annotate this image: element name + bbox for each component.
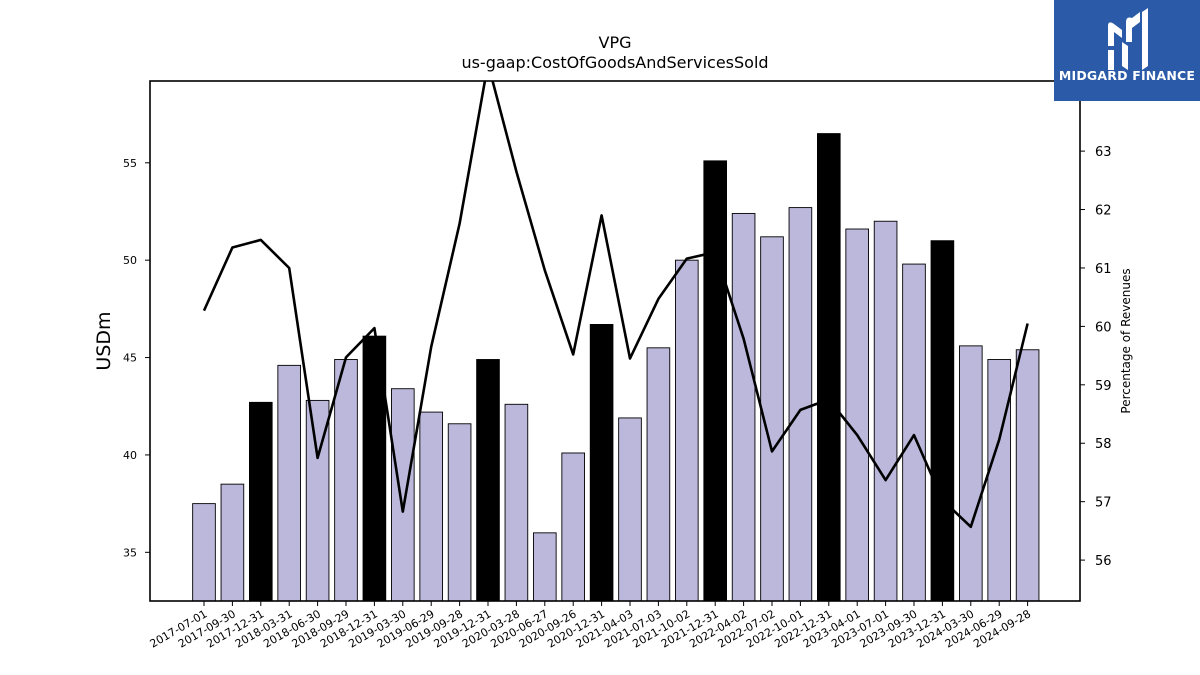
bar-2017-12-31: [248, 401, 273, 602]
bar-2022-12-31: [817, 133, 841, 602]
y-tick-label-50: 50: [123, 254, 137, 267]
y2-tick-label-58: 58: [1095, 437, 1112, 452]
bar-2019-12-31: [476, 359, 500, 602]
chart-title: VPG: [598, 33, 632, 52]
y2-tick-label-59: 59: [1095, 379, 1112, 394]
midgard-logo-icon: [1108, 8, 1148, 70]
bar-2018-03-31: [277, 364, 302, 602]
bar-2023-12-31: [930, 240, 955, 602]
bar-2021-07-03: [646, 347, 671, 602]
midgard-finance-logo: MIDGARD FINANCE: [1054, 0, 1200, 101]
bar-2023-07-01: [873, 220, 898, 602]
bar-2020-03-28: [504, 403, 529, 602]
y-tick-label-55: 55: [123, 157, 137, 170]
bar-2019-06-29: [419, 411, 444, 602]
y-axis-label: USDm: [93, 311, 115, 370]
bar-2021-12-31: [703, 160, 727, 602]
y2-tick-label-56: 56: [1095, 554, 1112, 569]
bar-2020-09-26: [561, 452, 585, 602]
bar-2017-07-01: [192, 503, 216, 602]
plot-frame: [149, 80, 1081, 602]
bar-2024-06-29: [987, 359, 1011, 602]
bar-2021-10-02: [675, 259, 699, 602]
y2-tick-label-63: 63: [1095, 145, 1112, 160]
y-tick-label-45: 45: [123, 352, 137, 365]
bar-2022-04-02: [731, 212, 756, 602]
y-tick-label-35: 35: [123, 546, 137, 559]
bar-2021-04-03: [618, 417, 642, 602]
bar-2020-12-31: [589, 323, 614, 602]
bar-2022-10-01: [788, 207, 813, 602]
bar-2024-03-30: [959, 345, 983, 602]
percentage-line: [202, 81, 1029, 529]
bar-2018-09-29: [334, 359, 358, 602]
bar-2023-09-30: [902, 263, 926, 602]
bar-2017-09-30: [220, 483, 245, 602]
bar-2023-04-01: [845, 228, 869, 602]
bar-2019-03-30: [391, 388, 415, 602]
y2-tick-label-57: 57: [1095, 496, 1112, 511]
chart-subtitle: us-gaap:CostOfGoodsAndServicesSold: [461, 53, 769, 72]
y2-tick-label-62: 62: [1095, 204, 1112, 219]
bar-2020-06-27: [533, 532, 557, 602]
y2-tick-label-60: 60: [1095, 320, 1112, 335]
bar-2019-09-28: [447, 423, 472, 602]
bar-2024-09-28: [1015, 349, 1040, 602]
logo-text: MIDGARD FINANCE: [1058, 68, 1196, 83]
y-tick-label-40: 40: [123, 449, 137, 462]
y2-tick-label-61: 61: [1095, 262, 1112, 277]
y2-axis-label: Percentage of Revenues: [1119, 268, 1133, 413]
